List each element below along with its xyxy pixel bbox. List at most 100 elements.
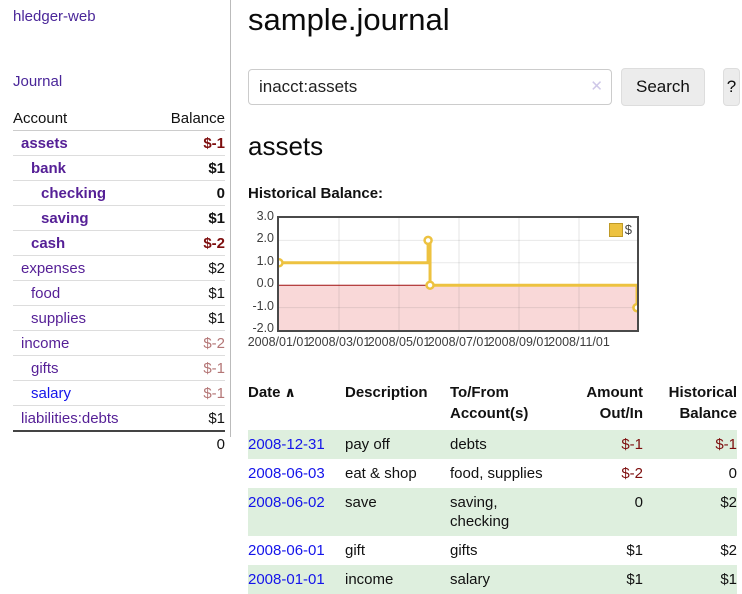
x-axis-tick-label: 2008/03/01 [307,335,371,349]
transaction-date-link[interactable]: 2008-06-01 [248,542,325,559]
transaction-date-cell: 2008-06-02 [248,488,345,536]
chart-plot-area: $ [277,216,639,332]
page-title: sample.journal [248,2,450,37]
search-input[interactable] [248,69,612,105]
sidebar: hledger-web Journal Account Balance asse… [0,0,231,456]
transaction-description: gift [345,542,366,559]
transaction-balance: 0 [728,465,737,482]
account-balance: $2 [153,255,225,281]
data-point [279,258,284,268]
transaction-date-cell: 2008-06-03 [248,459,345,488]
chart-legend: $ [608,222,632,237]
account-link-cash[interactable]: cash [31,234,66,252]
transaction-balance: $2 [720,542,737,559]
transaction-amount: $1 [560,565,643,594]
account-row: salary $-1 [13,380,225,406]
transaction-accounts: gifts [450,542,478,559]
transaction-date-link[interactable]: 2008-06-03 [248,465,325,482]
account-row: income $-2 [13,330,225,356]
app-title-link[interactable]: hledger-web [13,8,96,25]
account-link-salary[interactable]: salary [31,384,72,402]
nav-journal-link[interactable]: Journal [13,73,63,90]
transaction-description: save [345,488,450,536]
account-link-assets[interactable]: assets [21,134,68,152]
help-button[interactable]: ? [722,68,740,106]
account-link-expenses[interactable]: expenses [21,259,86,277]
account-balance: $-1 [153,380,225,406]
transaction-accounts: salary [450,565,560,594]
legend-swatch-icon [608,222,623,237]
register-header-amount-out-in[interactable]: Amount Out/In [586,384,643,422]
y-axis-tick-label: 1.0 [256,253,274,268]
account-link-income[interactable]: income [21,334,70,352]
register-table: Date ∧ Description To/From Account(s) Amount… [248,378,737,594]
clear-search-icon[interactable]: ✕ [590,78,603,95]
account-row: bank $1 [13,155,225,181]
y-axis-tick-label: 0.0 [256,276,274,291]
accounts-total-balance: 0 [153,430,225,456]
account-row: liabilities:debts $1 [13,405,225,432]
account-balance: $1 [153,405,225,432]
transaction-description: pay off [345,430,450,459]
accounts-col-header: Account [13,106,154,131]
account-link-food[interactable]: food [31,284,61,302]
chart-title: Historical Balance: [248,185,384,202]
account-link-liabilities-debts[interactable]: liabilities:debts [21,409,119,427]
account-balance: 0 [153,180,225,206]
y-axis-tick-label: -2.0 [252,321,274,335]
negative-region [279,285,637,330]
y-axis-tick-label: -1.0 [252,298,274,313]
data-point [423,235,433,246]
x-axis-tick-label: 2008/07/01 [427,335,491,349]
data-point [632,302,637,313]
y-axis-tick-label: 3.0 [256,209,274,223]
transaction-accounts: saving, checking [450,488,560,536]
register-header-date[interactable]: Date ∧ [248,384,296,401]
account-link-saving[interactable]: saving [41,209,89,227]
x-axis-tick-label: 2008/11/01 [548,335,610,349]
account-balance: $1 [153,155,225,181]
balance-col-header: Balance [153,106,225,131]
account-link-gifts[interactable]: gifts [31,359,59,377]
transaction-amount: $-1 [560,430,643,459]
accounts-table-header: Account Balance [13,106,225,131]
account-link-bank[interactable]: bank [31,159,67,177]
register-row: 2008-12-31 pay off debts $-1 $-1 [248,430,737,459]
register-row: 2008-06-01 gift gifts $1 $2 [248,536,737,565]
chart-canvas [279,218,637,330]
x-axis-tick-label: 2008/09/01 [487,335,551,349]
x-axis-tick-label: 2008/05/01 [367,335,431,349]
transaction-accounts: food, supplies [450,465,543,482]
register-header-historical-balance[interactable]: Historical Balance [668,384,737,422]
register-header-to-from-account-s-[interactable]: To/From Account(s) [450,384,529,422]
transaction-date-cell: 2008-01-01 [248,565,345,594]
account-link-checking[interactable]: checking [41,184,107,202]
transaction-date-link[interactable]: 2008-12-31 [248,436,325,453]
historical-balance-chart: $ 3.0 2.0 1.0 0.0 -1.0 -2.0 2008/01/01 2008/03/… [247,209,740,356]
search-button[interactable]: Search [621,68,705,106]
account-balance: $-2 [153,230,225,256]
account-row: saving $1 [13,205,225,231]
account-row: assets $-1 [13,130,225,156]
account-balance: $1 [153,305,225,331]
transaction-amount: $1 [626,542,643,559]
transaction-date-cell: 2008-06-01 [248,536,345,565]
x-axis-tick-label: 2008/01/01 [247,335,311,349]
register-row: 2008-01-01 income salary $1 $1 [248,565,737,594]
transaction-balance: $1 [643,565,737,594]
account-row: supplies $1 [13,305,225,331]
transaction-date-link[interactable]: 2008-06-02 [248,494,325,511]
account-balance: $1 [153,205,225,231]
transaction-date-link[interactable]: 2008-01-01 [248,571,325,588]
transaction-description: eat & shop [345,465,417,482]
register-header-description[interactable]: Description [345,384,428,401]
search-bar: ✕ Search ? [248,68,740,106]
search-input-wrap: ✕ [248,69,612,105]
sort-asc-icon: ∧ [284,384,296,400]
main-content: sample.journal ✕ Search ? assets Histori… [248,0,740,594]
register-row: 2008-06-02 save saving, checking 0 $2 [248,488,737,536]
account-row: checking 0 [13,180,225,206]
account-row: gifts $-1 [13,355,225,381]
account-row: expenses $2 [13,255,225,281]
account-link-supplies[interactable]: supplies [31,309,87,327]
